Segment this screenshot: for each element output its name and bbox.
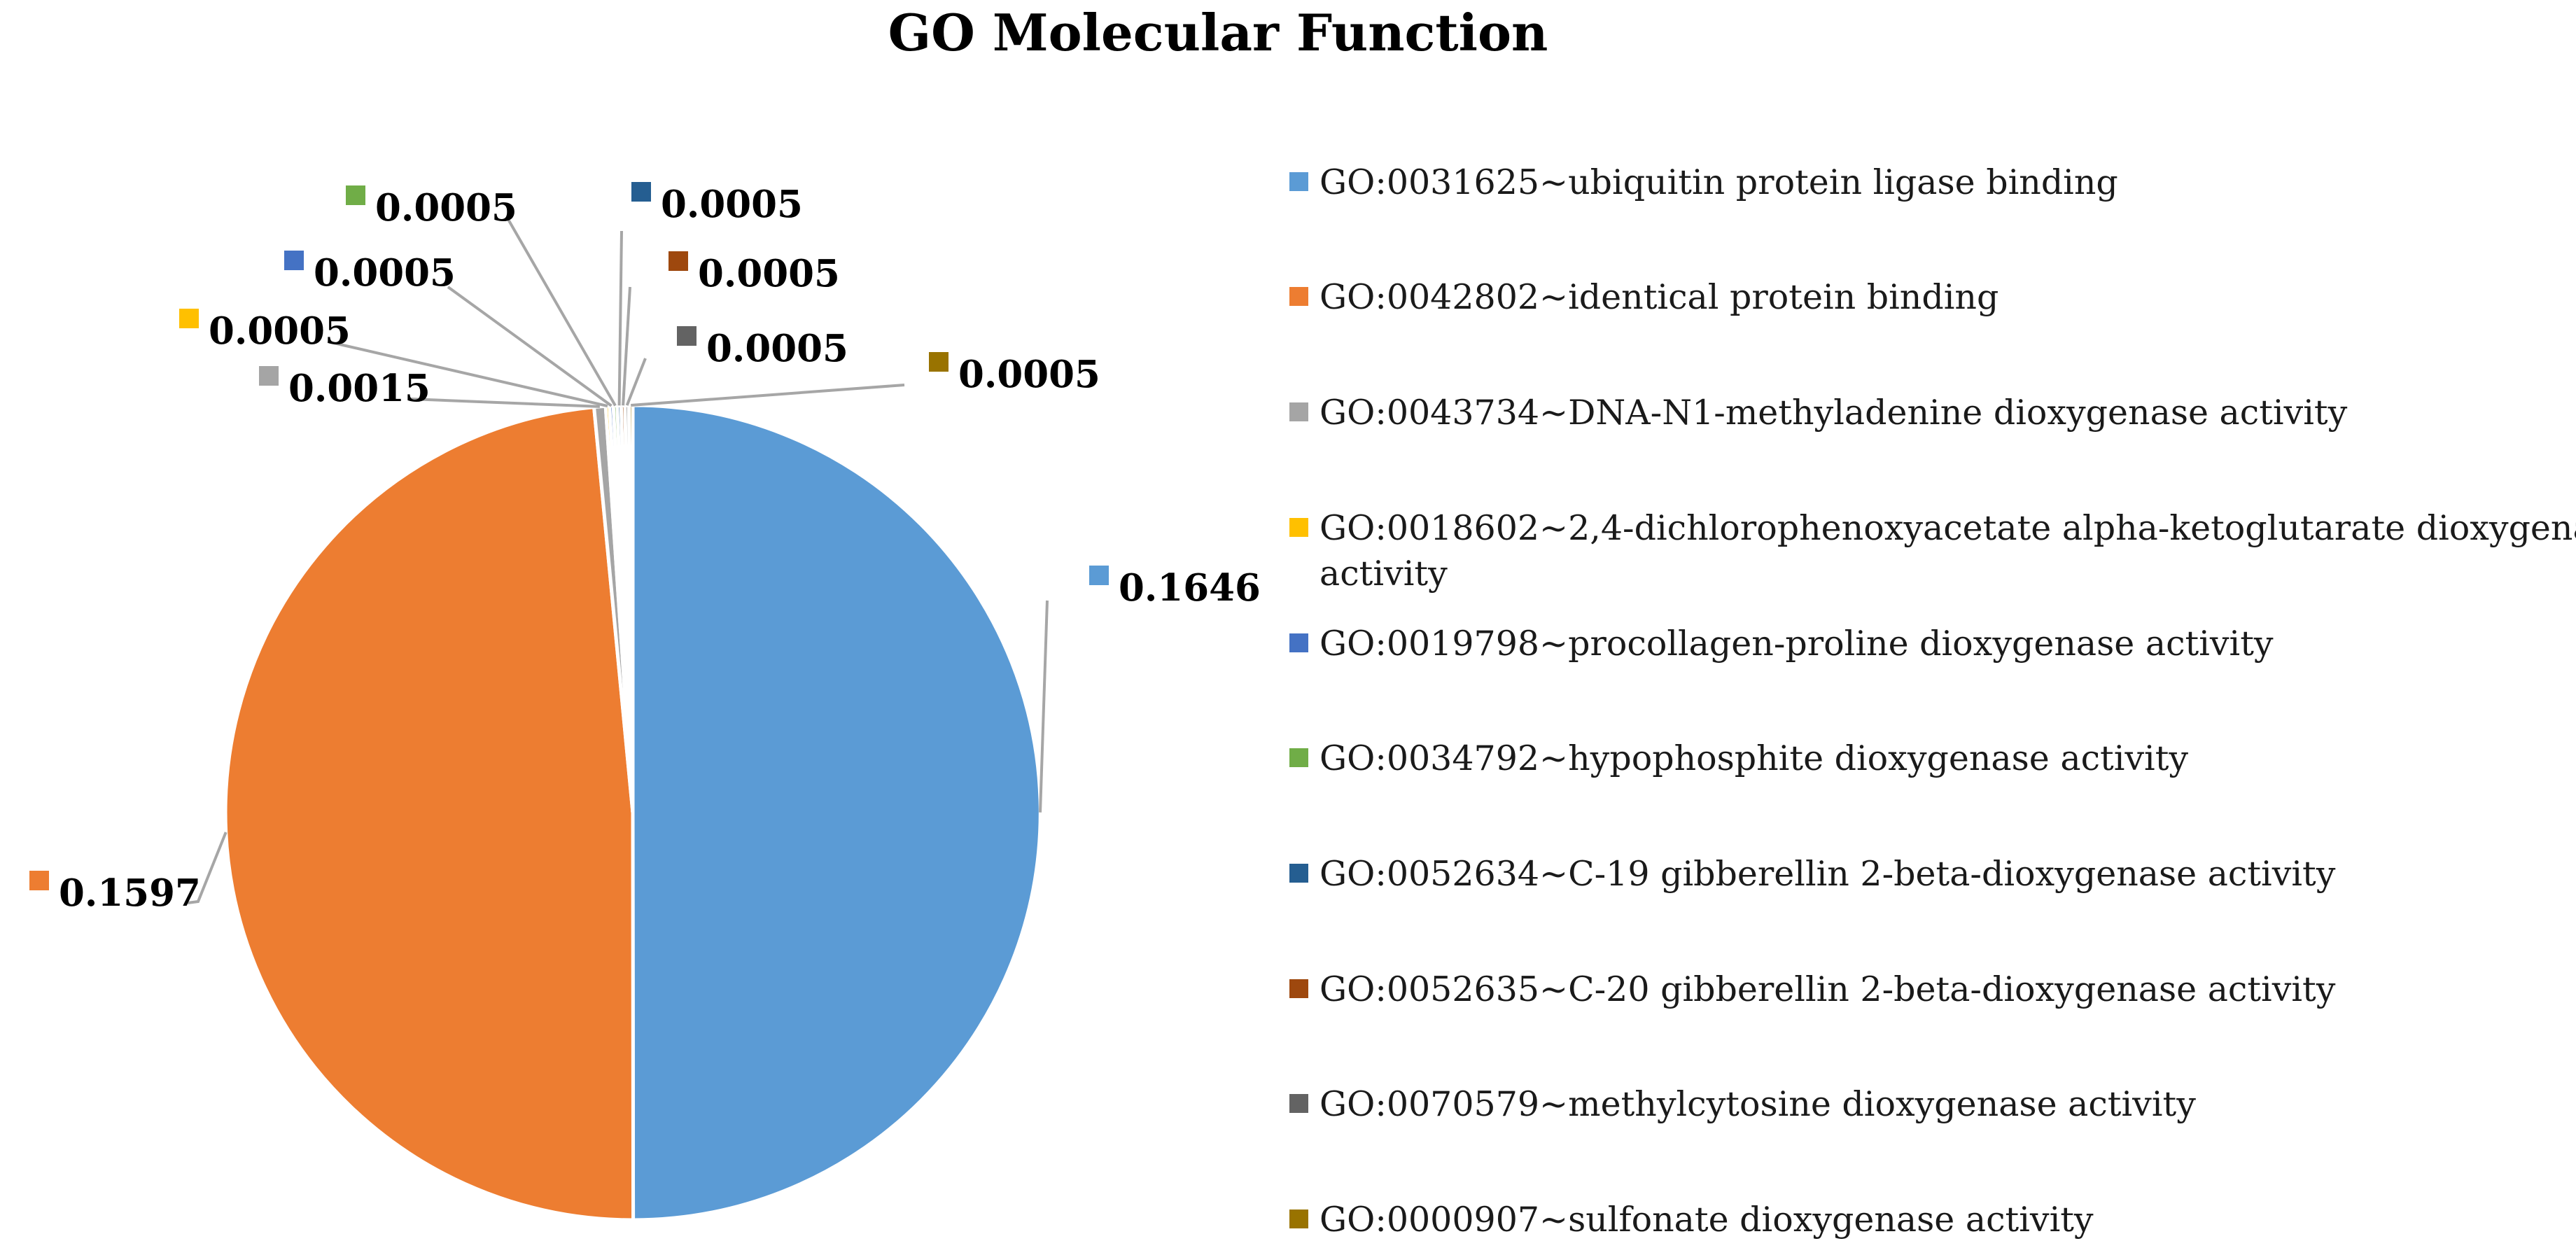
legend-entry: GO:0043734~DNA-N1-methyladenine dioxygen… xyxy=(1320,393,2348,433)
data-label: 0.0005 xyxy=(958,353,1100,396)
data-label: 0.1646 xyxy=(1119,566,1261,610)
data-label: 0.0005 xyxy=(375,186,517,230)
legend-entry: GO:0034792~hypophosphite dioxygenase act… xyxy=(1320,738,2188,778)
leader-line xyxy=(505,216,617,407)
leader-line xyxy=(622,286,631,406)
leader-line xyxy=(631,384,905,407)
legend-swatch xyxy=(1289,633,1308,652)
legend-swatch xyxy=(1289,172,1308,191)
data-label: 0.0005 xyxy=(209,309,351,353)
data-label: 0.0005 xyxy=(706,327,848,370)
chart-title: GO Molecular Function xyxy=(888,3,1548,62)
data-label: 0.0005 xyxy=(661,183,803,226)
leader-line xyxy=(410,398,600,408)
leader-line xyxy=(187,832,227,904)
data-label-swatch xyxy=(284,251,304,270)
data-labels: 0.1646 0.1597 0.0015 0.0005 0.0005 0.0005 0.00… xyxy=(29,182,1261,915)
pie-slice xyxy=(223,405,636,1222)
legend: GO:0031625~ubiquitin protein ligase bind… xyxy=(1289,162,2576,1240)
legend-entry: GO:0018602~2,4-dichlorophenoxyacetate al… xyxy=(1320,508,2576,594)
data-label-swatch xyxy=(668,251,688,271)
legend-swatch xyxy=(1289,1210,1308,1228)
leader-line xyxy=(327,340,608,408)
pie-slice xyxy=(631,403,1042,1222)
legend-swatch xyxy=(1289,864,1308,883)
legend-swatch xyxy=(1289,1094,1308,1113)
data-label: 0.1597 xyxy=(59,871,201,915)
data-label-swatch xyxy=(929,352,948,372)
data-label: 0.0015 xyxy=(288,367,430,410)
leader-line xyxy=(1039,600,1049,813)
data-label: 0.0005 xyxy=(698,252,840,295)
legend-swatch xyxy=(1289,518,1308,537)
legend-entry: GO:0052635~C-20 gibberellin 2-beta-dioxy… xyxy=(1320,969,2336,1009)
legend-entry: GO:0000907~sulfonate dioxygenase activit… xyxy=(1320,1200,2094,1240)
legend-entry: GO:0019798~procollagen-proline dioxygena… xyxy=(1320,624,2274,664)
data-label-swatch xyxy=(677,326,696,346)
data-label-swatch xyxy=(29,871,49,890)
leader-line xyxy=(447,286,612,407)
data-label-swatch xyxy=(631,182,651,202)
data-label-swatch xyxy=(1089,566,1109,585)
legend-swatch xyxy=(1289,979,1308,998)
data-label-swatch xyxy=(179,309,199,328)
legend-entry: GO:0052634~C-19 gibberellin 2-beta-dioxy… xyxy=(1320,854,2336,894)
leader-line xyxy=(617,230,623,406)
leader-line xyxy=(625,358,647,406)
legend-entry: GO:0031625~ubiquitin protein ligase bind… xyxy=(1320,162,2118,202)
legend-swatch xyxy=(1289,748,1308,767)
data-label-swatch xyxy=(346,185,365,205)
leader-lines xyxy=(187,216,1049,904)
legend-swatch xyxy=(1289,287,1308,306)
data-label-swatch xyxy=(259,366,279,386)
legend-swatch xyxy=(1289,402,1308,421)
legend-entry: GO:0042802~identical protein binding xyxy=(1320,277,1998,317)
legend-entry: GO:0070579~methylcytosine dioxygenase ac… xyxy=(1320,1084,2196,1124)
data-label: 0.0005 xyxy=(314,251,456,295)
pie-slices xyxy=(223,403,1042,1222)
